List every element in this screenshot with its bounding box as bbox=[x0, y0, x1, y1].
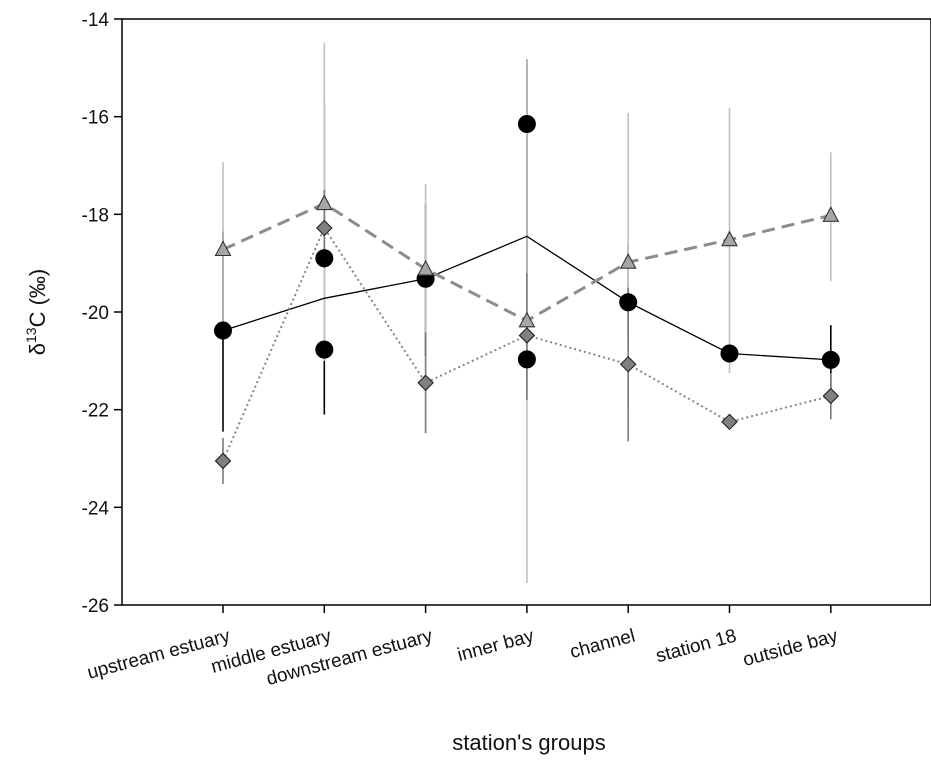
diamond-marker bbox=[214, 452, 232, 470]
circle-marker bbox=[619, 293, 638, 312]
triangle-marker bbox=[214, 240, 232, 257]
diamond-marker bbox=[316, 219, 333, 237]
diamond-marker bbox=[721, 413, 738, 431]
x-tick-label: upstream estuary bbox=[85, 625, 233, 683]
diamond-marker bbox=[417, 374, 434, 392]
triangle-marker bbox=[721, 230, 738, 247]
diamond-marker bbox=[518, 327, 536, 344]
circle-marker bbox=[720, 344, 739, 363]
triangle-marker bbox=[417, 259, 435, 276]
data-markers bbox=[214, 114, 840, 470]
y-tick-label: -18 bbox=[82, 205, 109, 226]
triangle-marker bbox=[518, 311, 536, 328]
x-tick-label: outside bay bbox=[741, 625, 841, 671]
y-tick-label: -14 bbox=[82, 10, 110, 31]
triangle-marker bbox=[315, 194, 333, 211]
circle-marker bbox=[517, 350, 536, 369]
y-axis-title: δ13C (‰) bbox=[23, 269, 50, 355]
circle-marker bbox=[315, 340, 334, 359]
y-tick-label: -22 bbox=[82, 401, 109, 422]
diamond-marker bbox=[619, 355, 637, 373]
circle-marker bbox=[315, 249, 334, 268]
x-axis-title: station's groups bbox=[452, 730, 605, 755]
y-axis-title-superscript: 13 bbox=[23, 327, 39, 343]
y-axis-title-symbol: δ bbox=[25, 343, 50, 355]
y-tick-label: -24 bbox=[82, 498, 110, 519]
circle-marker bbox=[517, 114, 536, 133]
triangle-marker bbox=[619, 253, 637, 269]
y-tick-label: -26 bbox=[82, 596, 109, 617]
y-axis-title-rest: C (‰) bbox=[25, 269, 50, 328]
triangle-marker bbox=[822, 206, 840, 222]
y-tick-label: -20 bbox=[82, 303, 109, 324]
x-tick-label: inner bay bbox=[455, 625, 536, 666]
diamond-marker bbox=[822, 387, 840, 405]
y-tick-label: -16 bbox=[82, 108, 109, 129]
x-tick-label: channel bbox=[568, 626, 638, 664]
x-tick-label: station 18 bbox=[654, 626, 739, 668]
circle-marker bbox=[214, 321, 232, 340]
circle-marker bbox=[821, 350, 840, 369]
